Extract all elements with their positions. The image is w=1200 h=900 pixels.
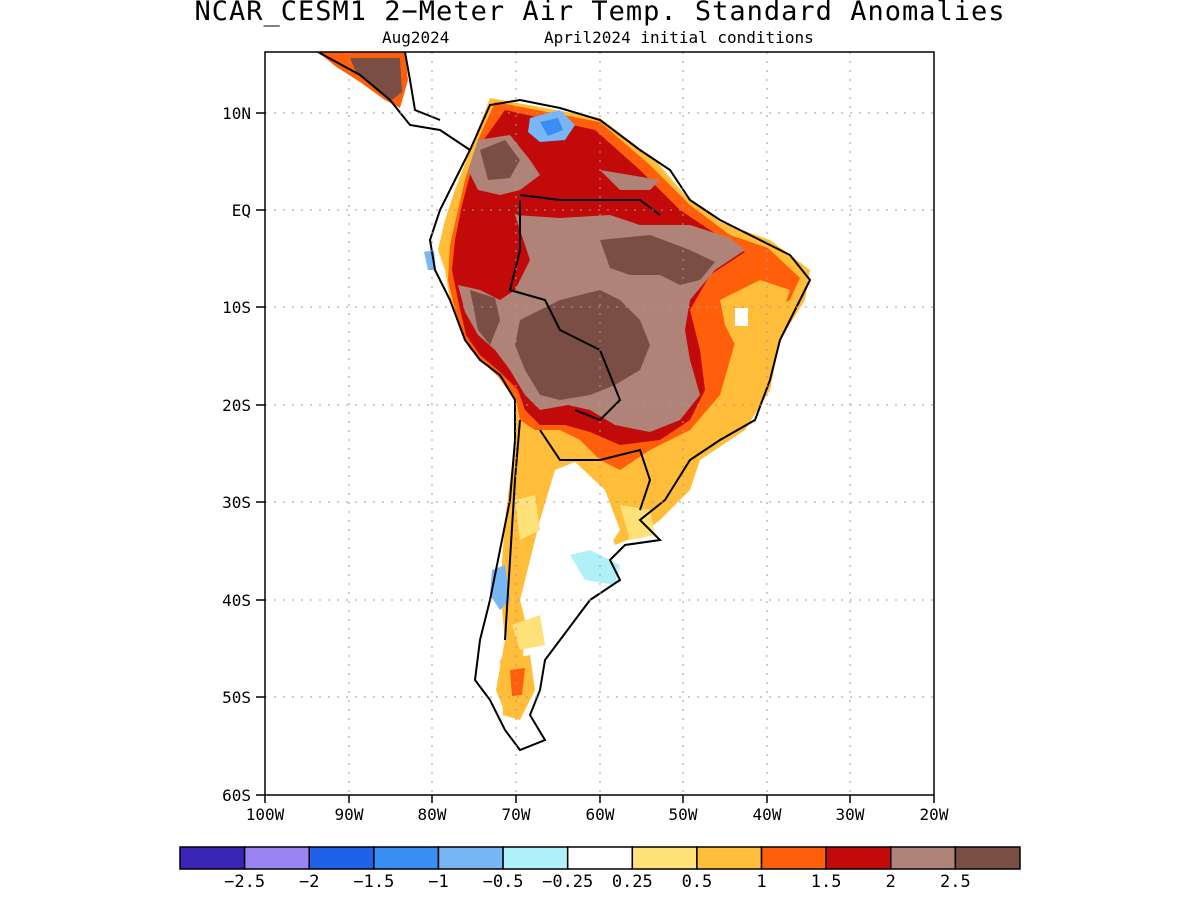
darkbrown-north: [480, 140, 520, 180]
colorbar-label: 1: [756, 872, 766, 892]
colorbar-swatch: [308, 846, 375, 870]
colorbar-label: −2: [299, 872, 319, 892]
gridlines: [265, 52, 934, 795]
lat-label: EQ: [232, 201, 251, 220]
country-border-4: [504, 419, 521, 641]
axis-ticks: [256, 112, 935, 803]
chile-yellow: [515, 495, 540, 540]
map-title: NCAR_CESM1 2−Meter Air Temp. Standard An…: [194, 0, 1006, 27]
lat-label: 10N: [222, 104, 251, 123]
taupe-guianas: [600, 170, 660, 190]
anomaly-fields: [318, 52, 810, 720]
darkbrown-amazon: [600, 235, 715, 285]
country-border-2: [508, 200, 622, 422]
darkbrown-peru: [470, 290, 500, 345]
patagonia-yellow: [512, 615, 545, 650]
venezuela-blue-core: [540, 118, 563, 136]
coastlines: [317, 52, 812, 752]
colorbar-swatch: [825, 846, 892, 870]
colorbar-swatch: [760, 846, 827, 870]
colorbar-swatch: [179, 846, 246, 870]
colorbar-swatch: [373, 846, 440, 870]
colorbar-label: −1: [428, 872, 448, 892]
colorbar-label: −0.25: [542, 872, 593, 892]
lat-label: 50S: [222, 688, 251, 707]
argentina-lightblue: [570, 550, 620, 585]
colorbar-label: −0.5: [483, 872, 524, 892]
colorbar-swatch: [566, 846, 634, 870]
colorbar-label: 1.5: [811, 872, 842, 892]
lon-label: 80W: [418, 805, 447, 824]
longitude-labels: 100W 90W 80W 70W 60W 50W 40W 30W 20W: [246, 805, 949, 824]
lon-label: 60W: [586, 805, 615, 824]
south-america-coastline: [428, 98, 812, 752]
darkbrown-bolivia: [515, 290, 650, 400]
lon-label: 70W: [502, 805, 531, 824]
colorbar-labels: −2.5 −2 −1.5 −1 −0.5 −0.25 0.25 0.5 1 1.5 2 2.5: [224, 872, 971, 892]
colorbar-label: 2.5: [940, 872, 971, 892]
colorbar-swatch: [631, 846, 698, 870]
ne-brazil-orange: [720, 280, 790, 365]
lon-label: 50W: [669, 805, 698, 824]
colorbar-swatch: [502, 846, 569, 870]
lon-label: 30W: [836, 805, 865, 824]
lon-label: 20W: [920, 805, 949, 824]
colorbar-swatch: [890, 846, 957, 870]
lon-label: 90W: [335, 805, 364, 824]
lat-label: 40S: [222, 591, 251, 610]
colorbar-label: 2: [886, 872, 896, 892]
ne-brazil-white: [735, 308, 748, 326]
colorbar-label: 0.5: [682, 872, 713, 892]
initial-conditions: April2024 initial conditions: [544, 28, 814, 47]
colorbar-swatch: [696, 846, 763, 870]
central-america-core: [350, 58, 402, 100]
lon-label: 40W: [753, 805, 782, 824]
argentina-white: [520, 462, 620, 640]
country-border-1: [519, 194, 661, 216]
colorbar-label: 0.25: [612, 872, 653, 892]
lat-label: 20S: [222, 396, 251, 415]
forecast-month: Aug2024: [382, 28, 450, 47]
country-border-3: [539, 429, 652, 511]
lat-label: 10S: [222, 298, 251, 317]
central-america-coastline-north: [404, 52, 441, 121]
lat-label: 60S: [222, 786, 251, 805]
lat-label: 30S: [222, 493, 251, 512]
colorbar-swatch: [437, 846, 504, 870]
colorbar-label: −1.5: [353, 872, 394, 892]
colorbar-swatch: [954, 846, 1021, 870]
colorbar-label: −2.5: [224, 872, 265, 892]
colorbar: [179, 846, 1021, 870]
lon-label: 100W: [246, 805, 285, 824]
latitude-labels: 10N EQ 10S 20S 30S 40S 50S 60S: [222, 104, 251, 805]
patagonia-red: [510, 668, 525, 696]
colorbar-swatch: [243, 846, 310, 870]
